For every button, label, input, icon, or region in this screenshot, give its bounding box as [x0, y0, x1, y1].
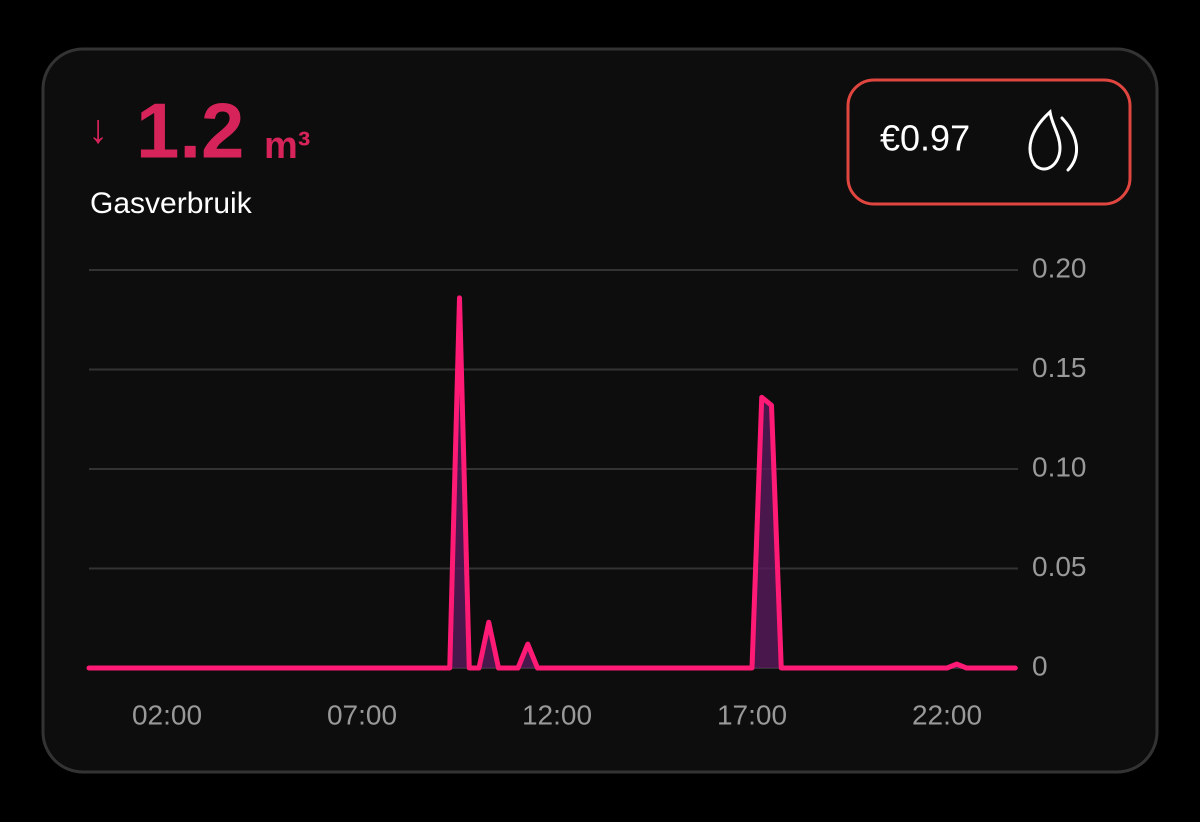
x-tick-label: 17:00	[717, 699, 787, 730]
x-tick-label: 02:00	[132, 699, 202, 730]
usage-unit: m³	[264, 125, 310, 167]
card	[41, 47, 1159, 774]
line	[86, 295, 1018, 671]
y-tick-label: 0.05	[1032, 551, 1087, 582]
y-tick-label: 0.10	[1032, 451, 1087, 482]
cost-box[interactable]	[846, 78, 1132, 206]
x-tick-label: 22:00	[912, 699, 982, 730]
usage-value: 1.2	[136, 87, 244, 175]
y-tick-label: 0.15	[1032, 352, 1087, 383]
y-tick-label: 0.20	[1032, 252, 1087, 283]
trend-arrow: ↓	[88, 108, 108, 152]
x-tick-label: 12:00	[522, 699, 592, 730]
y-tick-label: 0	[1032, 650, 1048, 681]
x-tick-label: 07:00	[327, 699, 397, 730]
usage-label: Gasverbruik	[90, 187, 253, 220]
gas-icon	[1028, 109, 1079, 172]
cost-value: €0.97	[880, 118, 970, 159]
